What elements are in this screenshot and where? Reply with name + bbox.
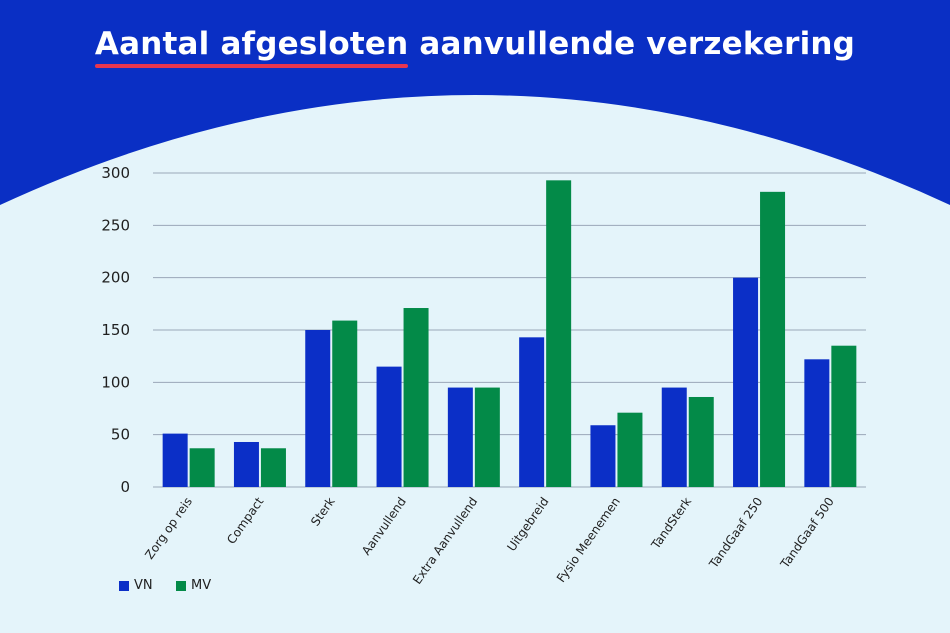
page-title: Aantal afgesloten aanvullende verzekerin… xyxy=(0,26,950,68)
bar-vn xyxy=(233,441,259,487)
y-axis-ticks: 0 50 100 150 200 250 300 xyxy=(101,164,130,496)
title-underlined-part: Aantal afgesloten xyxy=(94,26,409,68)
bar-mv xyxy=(260,448,286,487)
x-category-label: Extra Aanvullend xyxy=(410,495,480,587)
x-category-label: Compact xyxy=(224,494,266,546)
legend-item-vn: VN xyxy=(119,578,153,593)
y-tick-label: 200 xyxy=(101,269,130,287)
y-tick-label: 50 xyxy=(111,426,130,444)
legend-item-mv: MV xyxy=(176,578,211,593)
bar-mv xyxy=(546,180,572,487)
legend-label-vn: VN xyxy=(134,578,153,593)
header-arc-shape xyxy=(0,0,950,205)
y-tick-label: 250 xyxy=(101,216,130,234)
bar-vn xyxy=(305,330,331,487)
bar-vn xyxy=(162,433,188,487)
legend-label-mv: MV xyxy=(191,578,212,593)
bar-mv xyxy=(403,308,429,487)
y-tick-label: 150 xyxy=(101,321,130,339)
bar-mv xyxy=(760,191,786,487)
y-tick-label: 0 xyxy=(120,478,130,496)
x-category-label: TandGaaf 250 xyxy=(706,495,766,572)
bar-vn xyxy=(804,359,830,487)
chart-gridlines xyxy=(153,172,866,488)
title-rest-part: aanvullende verzekering xyxy=(419,26,856,62)
bar-vn xyxy=(661,387,687,487)
bar-vn xyxy=(590,425,616,487)
bar-vn xyxy=(376,366,402,487)
legend-swatch-vn xyxy=(119,580,129,591)
x-category-label: TandGaaf 500 xyxy=(777,495,837,572)
x-category-label: TandSterk xyxy=(648,495,694,553)
bar-mv xyxy=(617,412,643,487)
x-category-label: Fysio Meenemen xyxy=(554,495,623,585)
x-category-label: Sterk xyxy=(308,495,338,529)
bar-vn xyxy=(447,387,473,487)
bar-mv xyxy=(332,320,358,487)
bar-mv xyxy=(474,387,500,487)
bar-mv xyxy=(831,345,857,487)
y-tick-label: 100 xyxy=(101,373,130,391)
x-category-label: Uitgebreid xyxy=(504,495,551,554)
bar-vn xyxy=(519,337,545,487)
x-axis-labels: Zorg op reis Compact Sterk Aanvullend Extra … xyxy=(142,494,837,586)
chart-bars xyxy=(162,180,857,487)
bar-mv xyxy=(688,396,714,487)
bar-vn xyxy=(733,277,759,487)
legend-swatch-mv xyxy=(176,580,186,591)
x-category-label: Zorg op reis xyxy=(142,495,195,562)
y-tick-label: 300 xyxy=(101,164,130,182)
x-category-label: Aanvullend xyxy=(359,495,409,558)
bar-mv xyxy=(189,448,215,487)
